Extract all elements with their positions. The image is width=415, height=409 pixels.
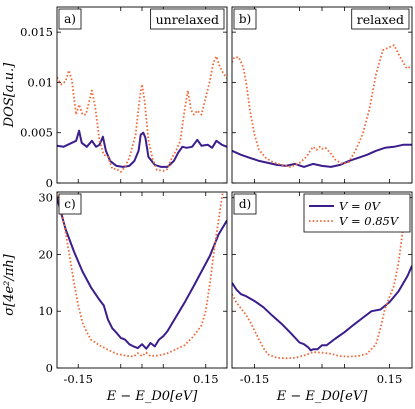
panel-tag-box xyxy=(58,193,82,215)
y-tick-label: 30 xyxy=(38,191,53,205)
y-tick-label: 20 xyxy=(38,247,53,261)
panel-tag: b) xyxy=(239,12,251,26)
panel-tag: a) xyxy=(64,12,76,26)
x-tick-label: -0.15 xyxy=(64,372,94,386)
panel-a: 0 0.005 0.01 0.015 a) unrelaxed xyxy=(20,6,228,190)
y-tick-label: 0 xyxy=(46,176,53,190)
series-v085-line xyxy=(232,192,409,360)
panel-tag: d) xyxy=(239,197,251,211)
panel-tag-box xyxy=(233,193,257,215)
panel-c: -0.15 0.15 0 10 20 30 c) xyxy=(38,191,228,386)
axes-frame xyxy=(56,191,228,369)
panel-tag: c) xyxy=(64,197,75,211)
series-v085-line xyxy=(232,44,412,168)
legend: V = 0VV = 0.85V xyxy=(303,193,411,233)
series-v085-line xyxy=(57,192,224,358)
y-tick-label: 0.015 xyxy=(20,25,53,39)
series-v0-line xyxy=(57,197,227,350)
panel-box-label: relaxed xyxy=(357,12,404,27)
panel-box-label-frame xyxy=(351,8,410,30)
panel-box-label: unrelaxed xyxy=(156,12,219,27)
x-tick-label: 0.15 xyxy=(193,372,219,386)
x-tick-label: -0.15 xyxy=(240,372,270,386)
x-tick-label: 0.15 xyxy=(377,372,403,386)
y-tick-label: 0 xyxy=(46,361,53,375)
axes-frame xyxy=(231,6,413,184)
panel-b: b) relaxed xyxy=(231,6,413,184)
x-axis-title-d: E − E_D0[eV] xyxy=(276,389,368,404)
panel-tag-box xyxy=(58,8,82,30)
legend-entry: V = 0.85V xyxy=(339,214,400,228)
y-tick-label: 10 xyxy=(38,304,53,318)
panel-d: -0.15 0.15 d) V = 0VV = 0.85V xyxy=(231,191,413,386)
panel-box-label-frame xyxy=(150,8,225,30)
series-v0-line xyxy=(232,265,412,352)
y-tick-label: 0.005 xyxy=(20,126,53,140)
x-axis-title-c: E − E_D0[eV] xyxy=(106,389,198,404)
y-axis-title-dos: DOS[a.u.] xyxy=(2,62,17,128)
legend-entry: V = 0V xyxy=(339,199,382,213)
y-axis-title-sigma: σ[4e²/πh] xyxy=(2,253,17,315)
series-v085-line xyxy=(57,55,227,173)
series-v0-line xyxy=(232,143,412,168)
legend-frame xyxy=(303,193,411,233)
axes-frame xyxy=(56,6,228,184)
series-v0-line xyxy=(57,129,227,168)
panel-tag-box xyxy=(233,8,257,30)
y-tick-label: 0.01 xyxy=(27,75,53,89)
